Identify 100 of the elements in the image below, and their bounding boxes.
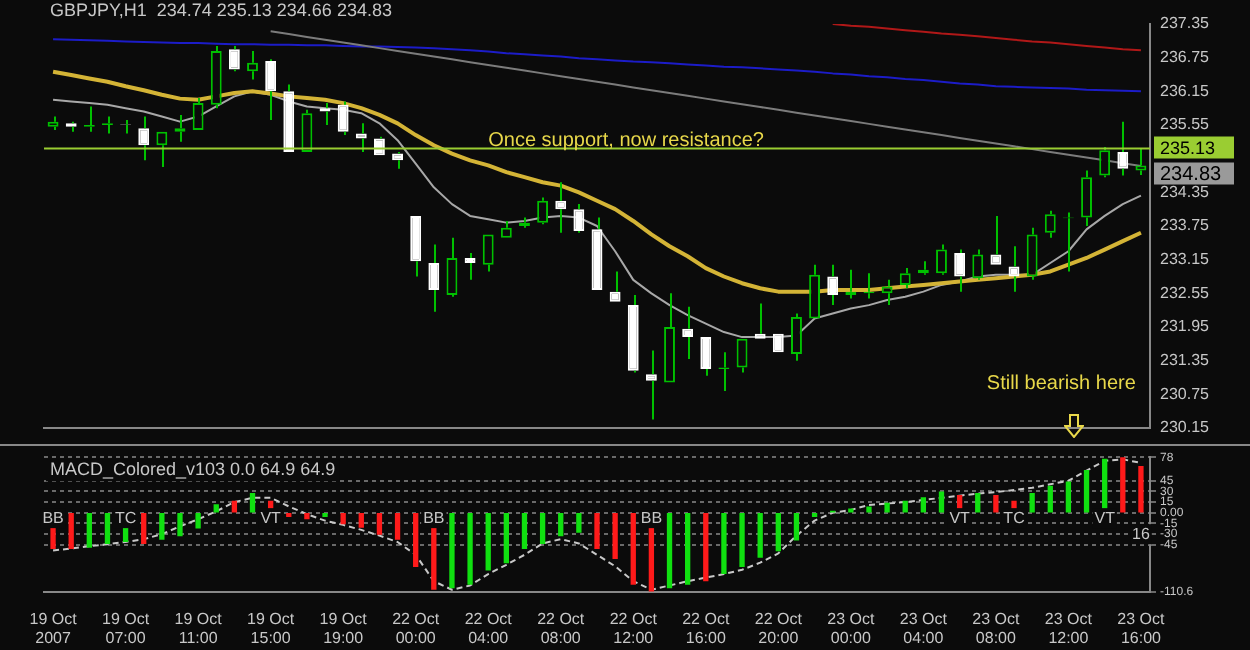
x-tick-label: 19 Oct 2007: [29, 609, 79, 647]
bar: [975, 492, 981, 513]
y-tick-label: 231.35: [1160, 351, 1211, 370]
y-tick-label: 234.35: [1160, 182, 1211, 201]
bar: [558, 513, 564, 537]
bar: [993, 495, 999, 513]
y-tick-label: 235.55: [1160, 115, 1211, 134]
bar: [1047, 485, 1053, 513]
chart-title: GBPJPY,H1 234.74 235.13 234.66 234.83: [50, 0, 392, 20]
bar: [141, 513, 147, 545]
x-tick-label: 22 Oct 04:00: [464, 609, 514, 647]
x-tick-label: 23 Oct 00:00: [827, 609, 876, 647]
candlestick: [645, 349, 657, 421]
bar: [449, 513, 455, 589]
candlestick: [482, 234, 494, 273]
bar: [195, 513, 201, 529]
candlestick: [664, 292, 675, 383]
bar: [666, 513, 673, 589]
bar: [739, 513, 745, 567]
bar: [884, 502, 890, 513]
candlestick: [972, 248, 984, 281]
bar: [104, 513, 111, 545]
chart-title: MACD_Colored_v103 0.0 64.9 64.9: [50, 459, 336, 480]
candlestick: [265, 58, 277, 121]
ref-line-label: 235.13: [1160, 137, 1216, 158]
candlestick: [337, 100, 349, 137]
candlestick: [464, 251, 476, 281]
bar: [413, 513, 419, 567]
candlestick: [410, 215, 422, 278]
bar: [539, 513, 546, 545]
annotation: Once support, now resistance?: [488, 129, 765, 152]
bar: [503, 513, 509, 564]
bar: [521, 513, 528, 550]
x-tick-label: 22 Oct 08:00: [537, 609, 586, 647]
candlestick: [228, 44, 240, 73]
y-tick-label: 236.75: [1160, 48, 1211, 67]
bar: [213, 504, 219, 513]
candlestick: [609, 270, 621, 302]
candlestick: [754, 302, 766, 339]
candlestick: [283, 83, 295, 152]
y-tick-label: 233.75: [1160, 216, 1211, 235]
x-tick-label: 23 Oct 12:00: [1044, 609, 1094, 647]
x-tick-label: 23 Oct 16:00: [1117, 609, 1167, 647]
candlestick: [700, 337, 712, 377]
candlestick: [1044, 209, 1056, 239]
candlestick: [627, 294, 639, 374]
annotation: VT: [1094, 508, 1116, 527]
bar: [159, 513, 165, 540]
bar: [376, 513, 383, 535]
x-tick-label: 19 Oct 07:00: [102, 609, 151, 647]
candlestick: [1081, 169, 1092, 227]
candlestick: [990, 214, 1002, 265]
candlestick: [210, 44, 222, 110]
annotation: 16: [1132, 524, 1151, 543]
annotation: VT: [260, 508, 282, 527]
x-tick-label: 22 Oct 16:00: [682, 609, 731, 647]
bar: [249, 492, 256, 513]
candlestick: [682, 305, 694, 360]
bar: [866, 506, 872, 513]
candlestick: [555, 181, 567, 234]
candlestick: [809, 263, 821, 319]
candlestick: [1008, 245, 1020, 293]
text: 234.83: [1160, 164, 1223, 187]
bar: [612, 513, 618, 560]
bar: [1120, 457, 1126, 513]
bar: [340, 513, 346, 525]
bar: [594, 513, 600, 550]
bar: [1065, 481, 1072, 513]
annotation: TC: [114, 508, 137, 527]
bar: [1083, 470, 1090, 513]
bar: [177, 513, 183, 537]
annotation: TC: [1003, 508, 1026, 527]
x-tick-label: 23 Oct 08:00: [972, 609, 1021, 647]
candlestick: [537, 196, 549, 226]
y-tick-label: 232.55: [1160, 283, 1211, 302]
candlestick: [355, 122, 367, 153]
annotation: Still bearish here: [986, 372, 1137, 395]
candlestick: [47, 115, 59, 132]
bar: [394, 513, 401, 540]
bar: [920, 497, 927, 513]
bar: [1029, 492, 1035, 513]
x-tick-label: 19 Oct 11:00: [174, 609, 224, 647]
bar: [1138, 465, 1144, 513]
bar: [721, 513, 727, 575]
bar: [630, 513, 636, 585]
bar: [576, 513, 582, 533]
annotation: BB: [42, 508, 64, 527]
candlestick: [573, 203, 585, 234]
y-tick-label: 237.35: [1160, 14, 1211, 33]
bar: [485, 513, 491, 571]
candlestick: [192, 97, 204, 131]
y-tick-label: 230.75: [1160, 384, 1211, 403]
x-tick-label: 22 Oct 12:00: [609, 609, 659, 647]
bar: [793, 513, 800, 541]
bar: [304, 513, 310, 520]
x-tick-label: 22 Oct 20:00: [754, 609, 804, 647]
annotation: BB: [640, 508, 663, 527]
annotation: BB: [423, 508, 445, 527]
bar: [938, 491, 945, 513]
x-tick-label: 23 Oct 04:00: [899, 609, 949, 647]
